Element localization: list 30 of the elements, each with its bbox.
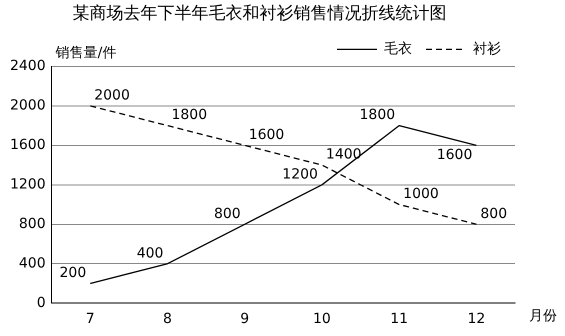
data-label: 1600: [436, 146, 472, 163]
x-tick-label: 11: [390, 311, 408, 328]
data-label: 1800: [171, 107, 208, 124]
y-tick-label: 0: [36, 294, 46, 311]
y-axis-title: 销售量/件: [54, 45, 116, 62]
x-axis-title: 月份: [529, 308, 557, 324]
data-label: 800: [214, 206, 241, 222]
data-label: 1400: [326, 146, 362, 163]
y-tick-label: 800: [18, 216, 46, 232]
data-label: 1200: [282, 166, 318, 182]
data-label: 2000: [94, 88, 130, 104]
data-label: 800: [480, 206, 508, 222]
legend-label: 毛衣: [384, 41, 412, 58]
x-tick-label: 8: [163, 311, 172, 328]
y-tick-label: 1600: [10, 136, 46, 153]
x-tick-label: 10: [313, 311, 331, 328]
y-tick-label: 1200: [10, 176, 46, 192]
data-label: 400: [136, 245, 164, 262]
chart-title: 某商场去年下半年毛衣和衬衫销售情况折线统计图: [72, 4, 446, 24]
y-tick-label: 2000: [10, 98, 46, 114]
y-tick-label: 2400: [10, 58, 46, 74]
x-tick-label: 12: [467, 311, 486, 328]
data-label: 1600: [248, 126, 284, 143]
x-tick-label: 7: [86, 311, 95, 328]
x-tick-label: 9: [240, 311, 250, 328]
data-label: 1800: [360, 107, 396, 124]
legend-label: 衬衫: [473, 41, 501, 58]
y-tick-label: 400: [18, 255, 46, 272]
data-label: 1000: [403, 186, 439, 202]
data-label: 200: [60, 265, 86, 282]
